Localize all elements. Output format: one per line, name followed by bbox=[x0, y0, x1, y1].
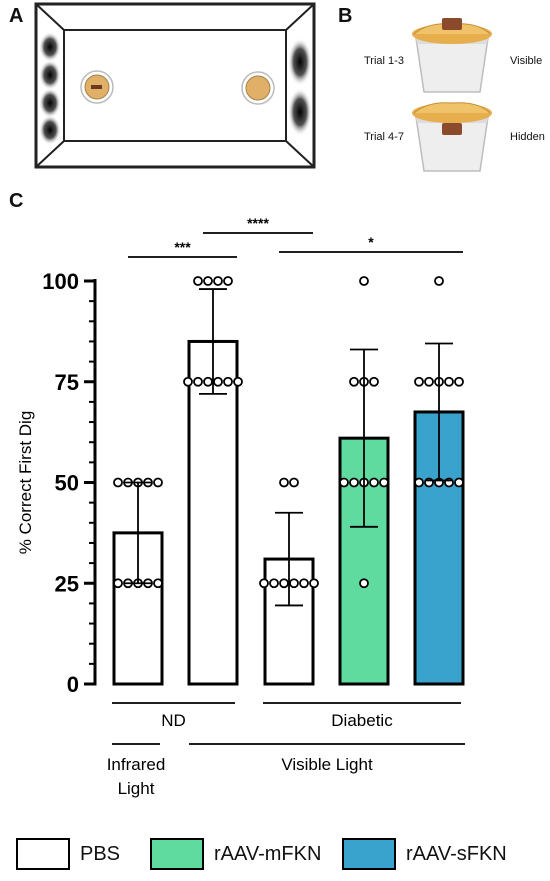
hidden-label: Hidden bbox=[510, 131, 545, 143]
significance-label: *** bbox=[174, 239, 191, 255]
data-point bbox=[359, 276, 369, 286]
target-cup bbox=[80, 70, 114, 104]
data-point bbox=[259, 578, 269, 589]
legend-item-rAAV-mFKN: rAAV-mFKN bbox=[150, 838, 321, 870]
data-point bbox=[213, 376, 223, 387]
group-label: Light bbox=[118, 779, 155, 798]
data-point bbox=[359, 578, 369, 589]
panel-label-a: A bbox=[9, 5, 24, 27]
data-point bbox=[223, 276, 233, 286]
data-point bbox=[153, 477, 163, 488]
legend-item-rAAV-sFKN: rAAV-sFKN bbox=[342, 838, 507, 870]
data-point bbox=[193, 276, 203, 286]
data-point bbox=[153, 578, 163, 589]
panel-label-c: C bbox=[9, 190, 24, 212]
y-tick-label: 100 bbox=[42, 269, 79, 294]
group-label: Diabetic bbox=[331, 711, 393, 730]
right-wall-cues bbox=[288, 38, 312, 136]
legend: PBS rAAV-mFKN rAAV-sFKN bbox=[0, 838, 550, 878]
group-label: ND bbox=[161, 711, 186, 730]
arena-diagram bbox=[34, 2, 316, 169]
legend-label-pbs: PBS bbox=[80, 842, 121, 865]
legend-swatch-rAAV-sFKN bbox=[342, 838, 396, 870]
group-label: Visible Light bbox=[281, 755, 373, 774]
data-point bbox=[339, 477, 349, 488]
bucket-hidden-illustration bbox=[412, 102, 492, 172]
data-point bbox=[203, 276, 213, 286]
trial-1-3-label: Trial 1-3 bbox=[364, 55, 404, 67]
data-point bbox=[349, 376, 359, 387]
data-point bbox=[223, 376, 233, 387]
y-axis-label: % Correct First Dig bbox=[16, 411, 35, 555]
legend-item-pbs: PBS bbox=[16, 838, 120, 870]
data-point bbox=[454, 477, 464, 488]
data-point bbox=[349, 477, 359, 488]
group-label: Infrared bbox=[107, 755, 166, 774]
y-tick-label: 50 bbox=[55, 471, 79, 496]
legend-swatch-pbs bbox=[16, 838, 70, 870]
trial-4-7-label: Trial 4-7 bbox=[364, 131, 404, 143]
data-point bbox=[213, 276, 223, 286]
significance-label: **** bbox=[247, 215, 269, 231]
panel-label-b: B bbox=[338, 5, 353, 27]
data-point bbox=[299, 578, 309, 589]
bar bbox=[187, 339, 239, 686]
legend-swatch-rAAV-mFKN bbox=[150, 838, 204, 870]
data-point bbox=[379, 477, 389, 488]
data-point bbox=[279, 578, 289, 589]
distractor-cup bbox=[241, 71, 275, 105]
data-point bbox=[279, 477, 289, 488]
data-point bbox=[414, 376, 424, 387]
data-point bbox=[444, 376, 454, 387]
data-point bbox=[183, 376, 193, 387]
data-point bbox=[193, 376, 203, 387]
left-wall-cues bbox=[39, 32, 61, 145]
data-point bbox=[454, 376, 464, 387]
y-tick-label: 0 bbox=[67, 672, 79, 697]
data-point bbox=[309, 578, 319, 589]
data-point bbox=[113, 477, 123, 488]
data-point bbox=[113, 578, 123, 589]
data-point bbox=[203, 376, 213, 387]
data-point bbox=[269, 578, 279, 589]
significance-label: * bbox=[368, 234, 374, 250]
visible-label: Visible bbox=[510, 55, 543, 67]
legend-label-rAAV-sFKN: rAAV-sFKN bbox=[406, 842, 507, 865]
data-point bbox=[289, 477, 299, 488]
y-tick-label: 75 bbox=[55, 370, 79, 395]
legend-label-rAAV-mFKN: rAAV-mFKN bbox=[214, 842, 322, 865]
data-point bbox=[369, 477, 379, 488]
y-tick-label: 25 bbox=[55, 571, 79, 596]
data-point bbox=[434, 276, 444, 286]
data-point bbox=[369, 376, 379, 387]
data-point bbox=[289, 578, 299, 589]
bucket-visible-illustration bbox=[412, 18, 492, 93]
data-point bbox=[233, 376, 243, 387]
data-point bbox=[414, 477, 424, 488]
data-point bbox=[424, 376, 434, 387]
